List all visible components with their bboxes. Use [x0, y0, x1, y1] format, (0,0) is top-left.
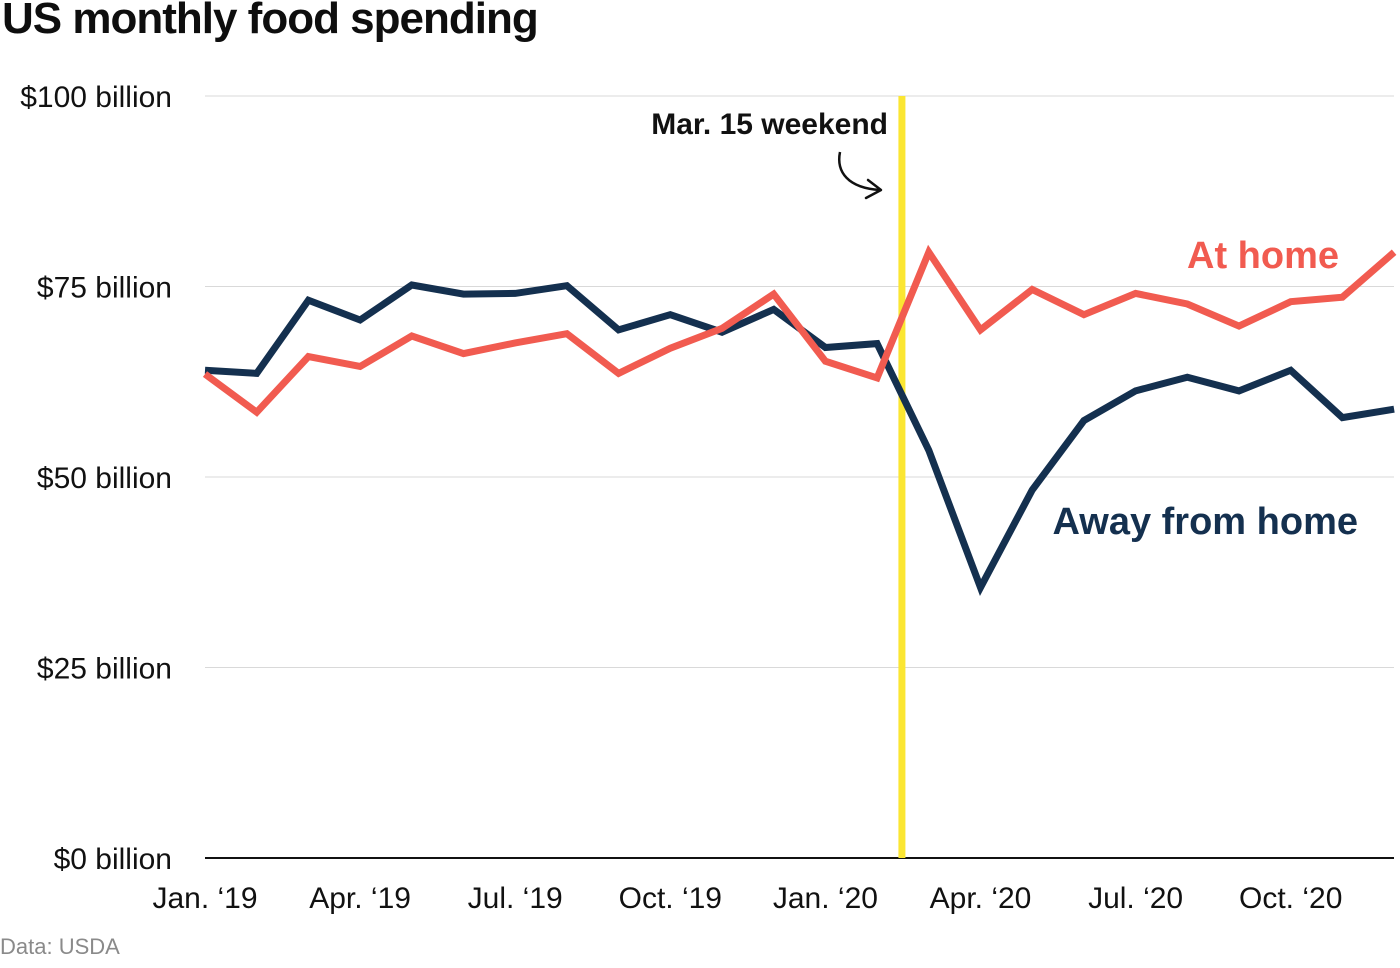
series-line-at-home [202, 244, 1397, 417]
y-tick-label: $0 billion [54, 843, 172, 876]
food-spending-line-chart: $0 billion $25 billion $50 billion $75 bill… [20, 81, 1397, 915]
y-tick-label: $50 billion [37, 462, 172, 495]
x-tick-label: Jul. ‘20 [1088, 882, 1183, 915]
chart-title: US monthly food spending [2, 0, 539, 43]
series-label: At home [1187, 235, 1339, 277]
x-tick-label: Apr. ‘20 [930, 882, 1032, 915]
annotation: Mar. 15 weekend [651, 108, 888, 200]
x-axis-ticks: Jan. ‘19 Apr. ‘19 Jul. ‘19 Oct. ‘19 Jan. ‘20… [152, 882, 1342, 915]
y-tick-label: $25 billion [37, 653, 172, 686]
annotation-arrow [838, 151, 881, 192]
x-tick-label: Jul. ‘19 [468, 882, 563, 915]
x-tick-label: Jan. ‘20 [773, 882, 878, 915]
gridlines [205, 95, 1394, 859]
series-labels: Away from home At home [1053, 235, 1358, 543]
y-tick-label: $100 billion [20, 81, 172, 114]
x-tick-label: Oct. ‘19 [619, 882, 722, 915]
x-tick-label: Jan. ‘19 [152, 882, 257, 915]
x-tick-label: Apr. ‘19 [309, 882, 411, 915]
data-source: Data: USDA [0, 934, 120, 959]
y-axis-ticks: $0 billion $25 billion $50 billion $75 bill… [20, 81, 172, 876]
x-tick-label: Oct. ‘20 [1239, 882, 1342, 915]
annotation-arrowhead [864, 178, 883, 200]
series-lines [202, 244, 1397, 596]
annotation-label: Mar. 15 weekend [651, 108, 888, 141]
y-tick-label: $75 billion [37, 272, 172, 305]
series-label: Away from home [1053, 501, 1358, 543]
